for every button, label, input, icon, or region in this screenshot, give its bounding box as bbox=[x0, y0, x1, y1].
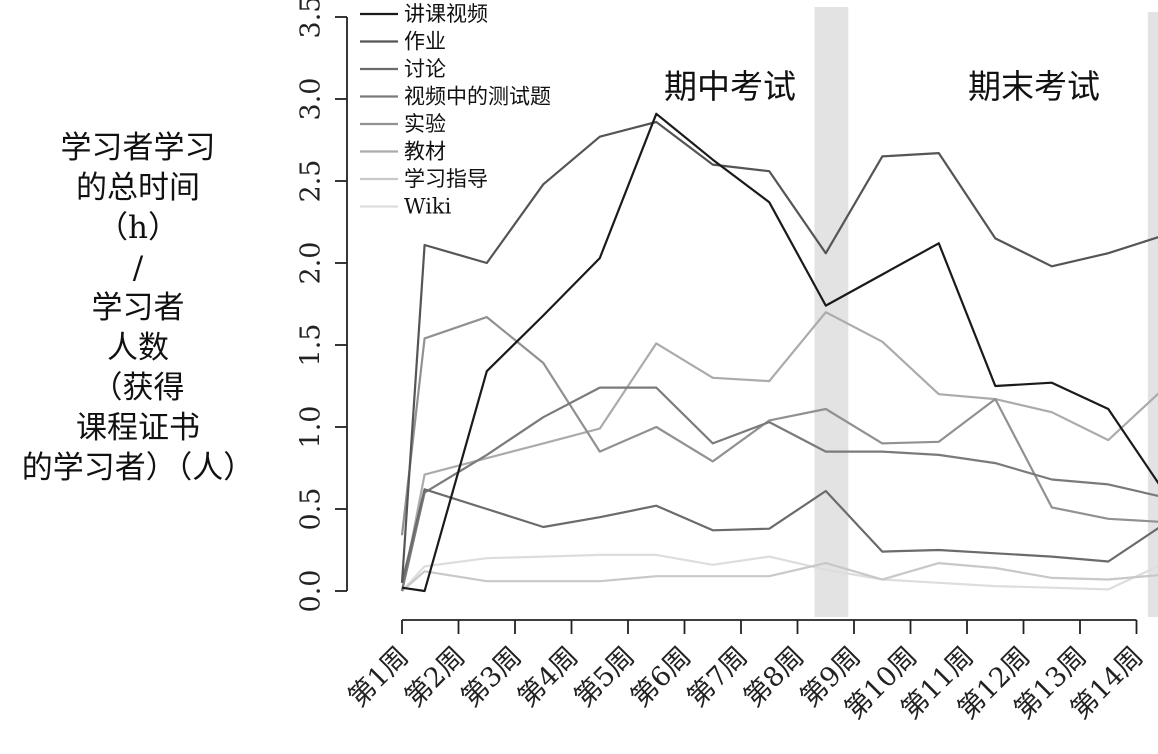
y-tick-label: 2.5 bbox=[296, 160, 327, 203]
x-tick-label: 第6周 bbox=[625, 641, 697, 713]
series-line-视频中的测试题 bbox=[400, 386, 1158, 592]
legend-label: 视频中的测试题 bbox=[404, 85, 551, 109]
y-axis-label-line-2: 的总时间 bbox=[76, 170, 200, 206]
x-tick-label: 第1周 bbox=[343, 641, 415, 713]
y-axis-label-line-4: / bbox=[132, 250, 144, 286]
y-axis-label: 学习者学习 的总时间 （h） / 学习者 人数 （获得 课程证书 的学习者）（人… bbox=[0, 128, 276, 488]
exam-region-label: 期末考试 bbox=[968, 67, 1100, 106]
x-tick-label: 第2周 bbox=[399, 641, 471, 713]
y-axis-label-line-9: 的学习者）（人） bbox=[21, 450, 255, 486]
y-axis-label-line-8: 课程证书 bbox=[76, 410, 200, 446]
y-tick-label: 2.0 bbox=[296, 242, 327, 285]
x-tick-label: 第3周 bbox=[456, 641, 528, 713]
series-line-实验 bbox=[400, 316, 1158, 536]
series-line-讲课视频 bbox=[401, 112, 1158, 593]
axes: 0.00.51.01.52.02.53.03.5第1周第2周第3周第4周第5周第… bbox=[296, 0, 1150, 725]
series-lines bbox=[400, 112, 1158, 593]
y-tick-label: 1.0 bbox=[296, 406, 327, 449]
series-line-作业 bbox=[400, 120, 1158, 583]
y-tick-label: 3.5 bbox=[296, 0, 327, 38]
series-line-讨论 bbox=[400, 488, 1158, 584]
x-tick-label: 第8周 bbox=[738, 641, 810, 713]
exam-shading-layer bbox=[814, 7, 1158, 617]
legend-label: 学习指导 bbox=[404, 167, 488, 191]
legend-label: 讨论 bbox=[404, 57, 446, 81]
region-labels: 期中考试 期末考试 bbox=[664, 67, 1100, 106]
exam-shade-1 bbox=[814, 7, 849, 617]
series-line-教材 bbox=[400, 311, 1158, 592]
exam-region-label: 期中考试 bbox=[664, 67, 796, 106]
y-axis-label-line-7: （获得 bbox=[91, 370, 185, 406]
y-tick-label: 3.0 bbox=[296, 78, 327, 121]
exam-shade-2 bbox=[1147, 12, 1158, 617]
y-tick-label: 0.0 bbox=[296, 570, 327, 613]
x-tick-label: 第7周 bbox=[682, 641, 754, 713]
y-axis-label-line-1: 学习者学习 bbox=[60, 130, 216, 166]
legend-label: 讲课视频 bbox=[404, 2, 488, 26]
series-line-Wiki bbox=[401, 553, 1158, 592]
legend-label: Wiki bbox=[404, 195, 452, 219]
legend-label: 作业 bbox=[404, 30, 446, 54]
x-tick-label: 第5周 bbox=[569, 641, 641, 713]
y-axis-label-line-6: 人数 bbox=[107, 330, 169, 366]
x-tick-label: 第4周 bbox=[512, 641, 584, 713]
legend-label: 实验 bbox=[404, 112, 446, 136]
series-line-学习指导 bbox=[401, 561, 1158, 592]
legend-label: 教材 bbox=[404, 140, 446, 164]
y-axis-label-line-5: 学习者 bbox=[91, 290, 185, 326]
y-tick-label: 0.5 bbox=[296, 488, 327, 531]
y-tick-label: 1.5 bbox=[296, 324, 327, 367]
y-axis-label-line-3: （h） bbox=[97, 210, 179, 246]
